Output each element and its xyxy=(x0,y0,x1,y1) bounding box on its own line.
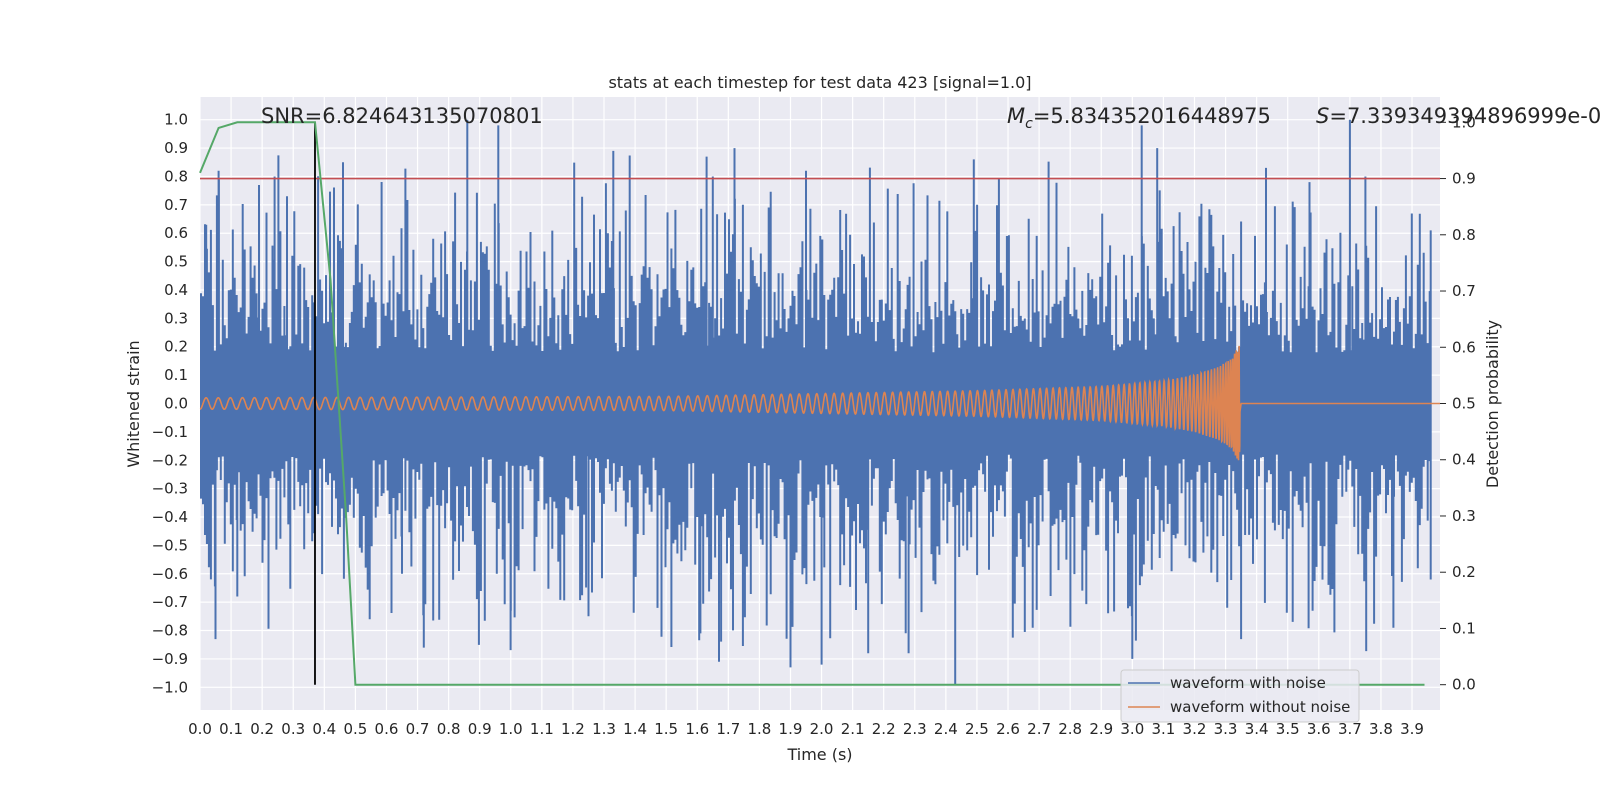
x-tick-label: 0.7 xyxy=(406,720,430,738)
chart-title: stats at each timestep for test data 423… xyxy=(608,73,1031,92)
x-tick-label: 0.1 xyxy=(219,720,243,738)
y-tick-label: 0.8 xyxy=(164,167,188,185)
right-axis-label: Detection probability xyxy=(1483,320,1502,488)
x-tick-label: 0.4 xyxy=(312,720,336,738)
x-tick-label: 2.5 xyxy=(965,720,989,738)
y-tick-label: −0.2 xyxy=(152,451,188,469)
right-tick-label: 0.6 xyxy=(1452,338,1476,356)
x-tick-label: 0.6 xyxy=(375,720,399,738)
legend-label-clean: waveform without noise xyxy=(1170,698,1350,716)
x-tick-label: 0.8 xyxy=(437,720,461,738)
x-tick-label: 1.9 xyxy=(779,720,803,738)
right-tick-label: 0.0 xyxy=(1452,676,1476,694)
y-tick-label: 1.0 xyxy=(164,111,188,129)
detection-probability-series xyxy=(199,121,1440,686)
x-tick-label: 1.5 xyxy=(654,720,678,738)
x-tick-label: 1.4 xyxy=(623,720,647,738)
x-tick-label: 1.0 xyxy=(499,720,523,738)
chirp-mass-value: =5.834352016448975 xyxy=(1033,104,1271,128)
right-axis-ticks: 1.0 0.9 0.8 0.7 0.6 0.5 0.4 0.3 0.2 0.1 0.0 xyxy=(1440,113,1476,694)
clean-waveform-line xyxy=(199,345,1440,461)
right-tick-label: 1.0 xyxy=(1452,113,1476,131)
y-tick-label: 0.2 xyxy=(164,338,188,356)
x-tick-label: 1.2 xyxy=(561,720,585,738)
right-tick-label: 0.7 xyxy=(1452,282,1476,300)
y-tick-label: −0.9 xyxy=(152,650,188,668)
x-axis-label: Time (s) xyxy=(786,745,852,764)
x-tick-label: 0.9 xyxy=(468,720,492,738)
x-tick-label: 3.0 xyxy=(1120,720,1144,738)
y-tick-label: −1.0 xyxy=(152,678,188,696)
y-tick-label: 0.1 xyxy=(164,366,188,384)
s-value: =7.339349394896999e-0 xyxy=(1329,104,1600,128)
x-tick-label: 2.0 xyxy=(810,720,834,738)
right-tick-label: 0.4 xyxy=(1452,451,1476,469)
y-axis-ticks: 1.0 0.9 0.8 0.7 0.6 0.5 0.4 0.3 0.2 0.1 0.0 −0.1 −0.… xyxy=(152,111,188,697)
x-tick-label: 1.7 xyxy=(716,720,740,738)
x-tick-label: 3.7 xyxy=(1338,720,1362,738)
x-tick-label: 1.6 xyxy=(685,720,709,738)
x-tick-label: 3.4 xyxy=(1245,720,1269,738)
x-tick-label: 2.9 xyxy=(1089,720,1113,738)
waveform-without-noise-series xyxy=(199,345,1440,461)
y-tick-label: 0.9 xyxy=(164,139,188,157)
x-tick-label: 3.9 xyxy=(1400,720,1424,738)
right-tick-label: 0.1 xyxy=(1452,619,1476,637)
s-annotation: S=7.339349394896999e-0 xyxy=(1316,104,1600,128)
x-tick-label: 1.3 xyxy=(592,720,616,738)
y-tick-label: 0.5 xyxy=(164,253,188,271)
x-tick-label: 2.4 xyxy=(934,720,958,738)
y-tick-label: −0.3 xyxy=(152,480,188,498)
legend-label-noise: waveform with noise xyxy=(1170,674,1326,692)
y-tick-label: −0.1 xyxy=(152,423,188,441)
y-tick-label: 0.4 xyxy=(164,281,188,299)
y-tick-label: 0.6 xyxy=(164,224,188,242)
legend-box xyxy=(1120,669,1360,723)
chirp-mass-annotation: Mc=5.834352016448975 xyxy=(1007,104,1271,132)
x-tick-label: 2.3 xyxy=(903,720,927,738)
y-tick-label: −0.7 xyxy=(152,593,188,611)
y-axis-label: Whitened strain xyxy=(124,340,143,467)
y-tick-label: −0.4 xyxy=(152,508,188,526)
x-tick-label: 2.7 xyxy=(1027,720,1051,738)
detection-probability-line xyxy=(199,121,1425,686)
x-tick-label: 2.2 xyxy=(872,720,896,738)
snr-annotation: SNR=6.824643135070801 xyxy=(261,104,543,128)
x-tick-label: 0.5 xyxy=(343,720,367,738)
x-tick-label: 2.8 xyxy=(1058,720,1082,738)
x-axis-ticks: 0.0 0.1 0.2 0.3 0.4 0.5 0.6 0.7 0.8 0.9 1.0 1.1 1.2 1… xyxy=(188,720,1424,738)
y-tick-label: 0.0 xyxy=(164,395,188,413)
x-tick-label: 3.8 xyxy=(1369,720,1393,738)
legend: waveform with noise waveform without noi… xyxy=(1120,669,1360,723)
x-tick-label: 3.2 xyxy=(1183,720,1207,738)
x-tick-label: 0.3 xyxy=(281,720,305,738)
chirp-mass-subscript: c xyxy=(1025,116,1033,132)
x-tick-label: 1.1 xyxy=(530,720,554,738)
y-tick-label: 0.3 xyxy=(164,309,188,327)
chirp-mass-symbol: M xyxy=(1007,104,1025,128)
right-tick-label: 0.5 xyxy=(1452,395,1476,413)
y-tick-label: −0.6 xyxy=(152,565,188,583)
right-tick-label: 0.8 xyxy=(1452,226,1476,244)
x-tick-label: 0.0 xyxy=(188,720,212,738)
x-tick-label: 3.1 xyxy=(1151,720,1175,738)
x-tick-label: 3.5 xyxy=(1276,720,1300,738)
x-tick-label: 0.2 xyxy=(250,720,274,738)
s-symbol: S xyxy=(1316,104,1329,128)
x-tick-label: 2.1 xyxy=(841,720,865,738)
x-tick-label: 1.8 xyxy=(747,720,771,738)
y-tick-label: 0.7 xyxy=(164,196,188,214)
y-tick-label: −0.5 xyxy=(152,536,188,554)
x-tick-label: 3.6 xyxy=(1307,720,1331,738)
right-tick-label: 0.2 xyxy=(1452,563,1476,581)
right-tick-label: 0.3 xyxy=(1452,507,1476,525)
y-tick-label: −0.8 xyxy=(152,622,188,640)
right-tick-label: 0.9 xyxy=(1452,170,1476,188)
x-tick-label: 3.3 xyxy=(1214,720,1238,738)
x-tick-label: 2.6 xyxy=(996,720,1020,738)
